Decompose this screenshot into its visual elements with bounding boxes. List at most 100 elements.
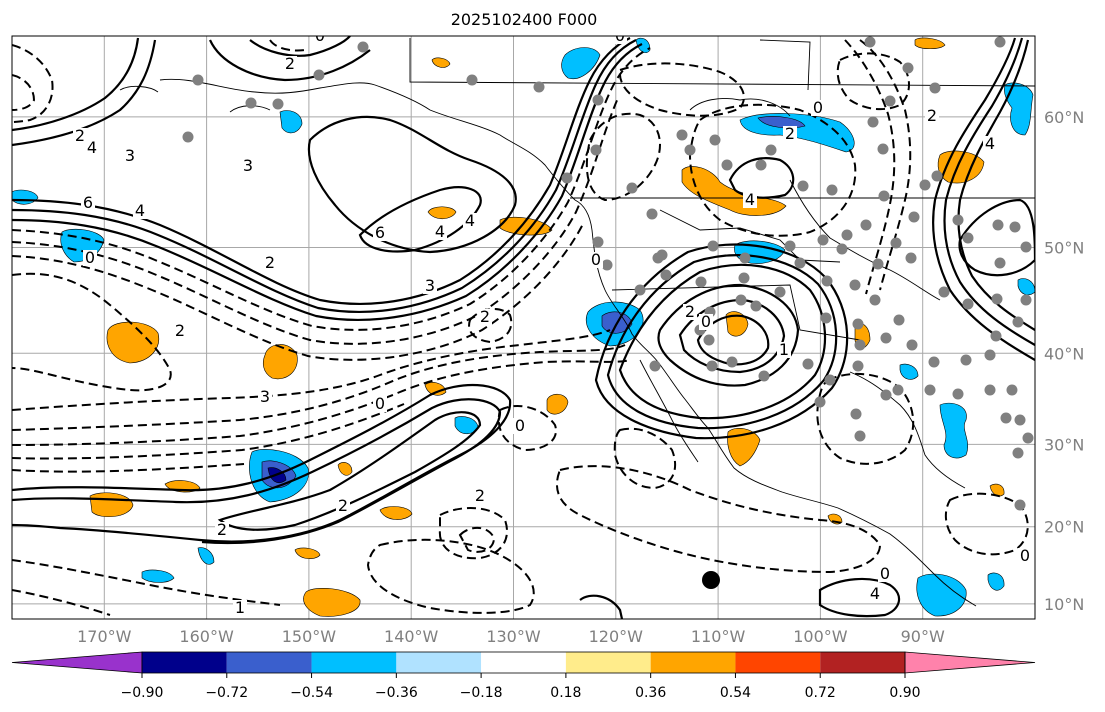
contour-label-bg <box>613 36 627 44</box>
station-dot <box>994 36 1006 48</box>
station-dot <box>765 144 777 156</box>
contour-label: 4 <box>465 211 475 230</box>
colorbar-segment <box>481 652 566 673</box>
contour-label: 4 <box>745 190 755 209</box>
contour-solid <box>818 577 901 618</box>
contour-label: 4 <box>870 584 880 603</box>
contour-label-bg <box>699 314 713 330</box>
blue-patch <box>635 37 651 53</box>
latitude-label: 10°N <box>1044 595 1084 614</box>
station-dot <box>992 219 1004 231</box>
station-dot <box>774 286 786 298</box>
station-dot <box>1012 316 1024 328</box>
contour-label: 2 <box>927 106 937 125</box>
contour-solid <box>579 594 624 619</box>
contour-label: 2 <box>265 253 275 272</box>
black-marker-dot <box>702 571 720 589</box>
station-dot <box>990 330 1002 342</box>
blue-patch <box>939 402 968 459</box>
colorbar-extend-low <box>11 651 143 674</box>
contour-solid <box>12 43 643 321</box>
longitude-label: 160°W <box>179 627 234 646</box>
contour-label-bg <box>85 140 99 156</box>
contour-dashed <box>844 39 896 295</box>
station-dot <box>706 360 718 372</box>
station-dot <box>938 286 950 298</box>
station-dot <box>869 294 881 306</box>
station-dot <box>192 74 204 86</box>
contour-label: 3 <box>243 156 253 175</box>
blue-patch <box>141 569 175 583</box>
colorbar-frame <box>141 651 906 674</box>
coastlines <box>119 38 1035 607</box>
contour-solid <box>307 115 517 254</box>
latitude-labels: 60°N 50°N 40°N 30°N 20°N 10°N <box>1044 108 1084 614</box>
latitude-label: 30°N <box>1044 435 1084 454</box>
contour-label-bg <box>336 498 350 514</box>
station-dot <box>1000 412 1012 424</box>
station-dot <box>1022 432 1034 444</box>
station-dot <box>905 252 917 264</box>
contour-label-bg <box>433 224 447 240</box>
contour-label-bg <box>73 128 87 144</box>
contour-dashed <box>618 62 745 117</box>
orange-patch <box>727 427 761 467</box>
contour-label: 4 <box>87 138 97 157</box>
contour-label: 3 <box>125 146 135 165</box>
longitude-label: 120°W <box>589 627 644 646</box>
station-dot <box>592 94 604 106</box>
station-dot <box>707 240 719 252</box>
contour-label: 2 <box>785 124 795 143</box>
station-dot <box>850 408 862 420</box>
contour-label-bg <box>743 192 757 208</box>
contour-label-bg <box>513 418 527 434</box>
orange-patch <box>294 547 321 559</box>
blue-patch <box>561 47 601 80</box>
station-dot <box>738 272 750 284</box>
contour-label-bg <box>878 566 892 582</box>
contour-label: 2 <box>285 54 295 73</box>
blue-patch <box>899 363 919 380</box>
blue-patch <box>197 547 215 565</box>
blue-patch <box>987 572 1005 591</box>
contour-label-bg <box>589 252 603 268</box>
station-dot <box>952 388 964 400</box>
station-dot <box>931 170 943 182</box>
blue-patch <box>757 116 806 129</box>
map-frame <box>11 35 1036 620</box>
colorbar-tick-label: −0.72 <box>205 685 248 701</box>
contour-label: 0 <box>591 250 601 269</box>
colorbar-tick-labels: −0.90 −0.72 −0.54 −0.36 −0.18 0.18 0.36 0.54 0.7… <box>121 673 921 701</box>
colorbar-tick-label: 0.72 <box>805 685 836 701</box>
contour-solid <box>12 398 502 545</box>
contour-label-bg <box>423 278 437 294</box>
station-dot <box>814 396 826 408</box>
station-dot <box>867 116 879 128</box>
station-dot <box>794 257 806 269</box>
longitude-label: 130°W <box>486 627 541 646</box>
station-dot <box>826 184 838 196</box>
colorbar-segment <box>142 652 227 673</box>
colorbar-segment <box>226 652 312 673</box>
orange-patch <box>681 166 787 216</box>
station-dot <box>272 98 284 110</box>
contour-solid <box>12 39 157 147</box>
contour-dashed <box>12 344 626 431</box>
station-dot <box>849 279 861 291</box>
contour-dashed <box>366 538 535 614</box>
contour-label-bg <box>133 203 147 219</box>
contour-solid <box>12 37 140 132</box>
contour-dashed <box>859 39 912 291</box>
station-dot <box>1012 447 1024 459</box>
contour-dashed <box>269 39 306 52</box>
station-dot <box>854 430 866 442</box>
station-dot <box>1020 241 1032 253</box>
colorbar-segment <box>820 652 905 673</box>
contour-label-bg <box>983 136 997 152</box>
contour-dashed <box>12 329 611 411</box>
orange-patch <box>431 57 451 68</box>
contour-label: 3 <box>425 276 435 295</box>
longitude-label: 170°W <box>77 627 132 646</box>
contour-label: 1 <box>779 340 789 359</box>
contour-label-bg <box>263 255 277 271</box>
